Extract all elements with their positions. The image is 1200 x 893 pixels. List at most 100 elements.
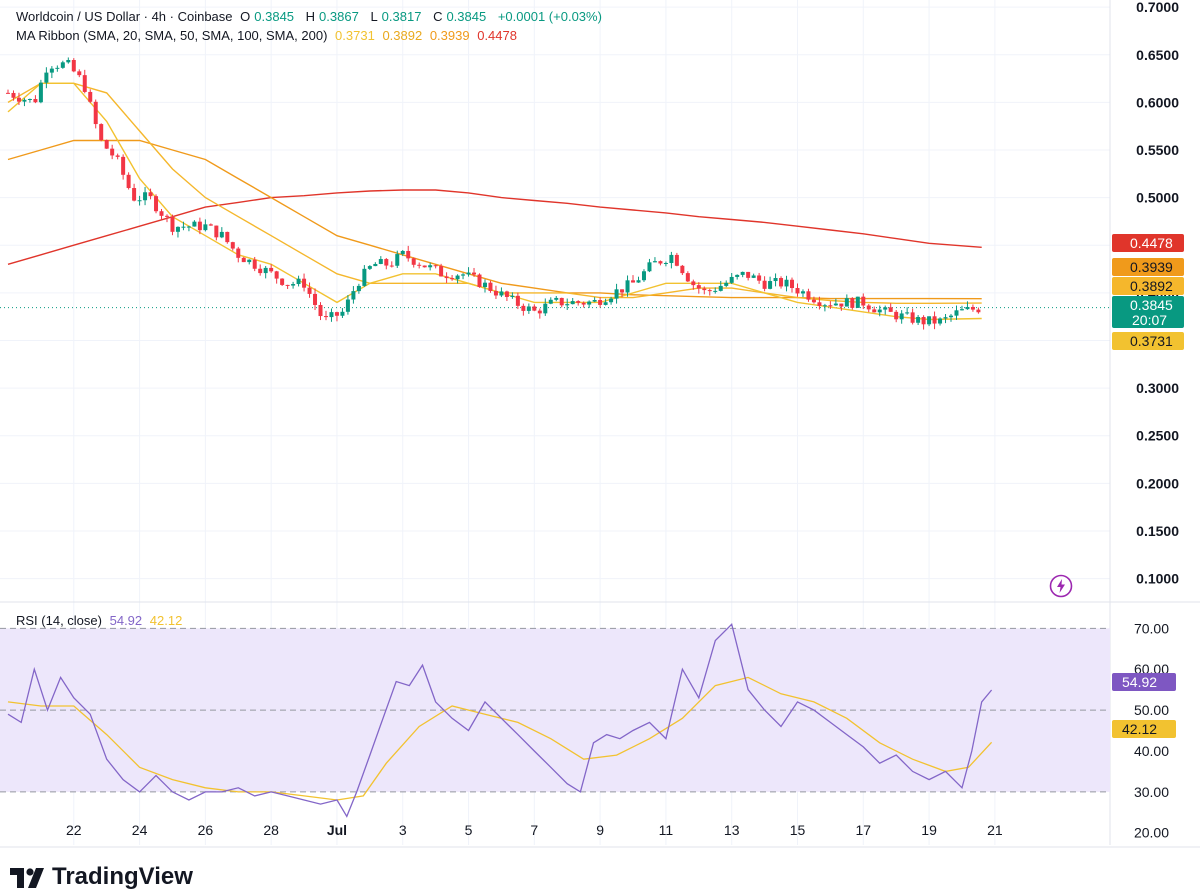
candle-body: [351, 291, 356, 300]
price-tick-label: 0.6500: [1136, 47, 1179, 63]
candle-body: [510, 295, 515, 297]
candle-body: [598, 300, 603, 305]
candle-body: [927, 316, 932, 325]
sma100-value: 0.3939: [429, 28, 470, 43]
candle-body: [504, 291, 509, 297]
price-badge: [1112, 332, 1184, 350]
time-tick-label: 28: [263, 822, 279, 838]
candle-body: [943, 317, 948, 319]
candle-body: [691, 281, 696, 286]
candle-body: [302, 278, 307, 288]
candle-body: [373, 263, 378, 267]
candle-body: [247, 259, 252, 263]
price-badge: [1112, 234, 1184, 252]
candle-body: [713, 290, 718, 292]
candle-body: [526, 306, 531, 311]
rsi-pane: [0, 627, 1110, 793]
candle-body: [104, 139, 109, 149]
candle-body: [422, 265, 427, 268]
tradingview-logo-icon: [10, 868, 44, 888]
candle-body: [735, 274, 740, 277]
candle-body: [768, 281, 773, 289]
price-badge-label: 0.3731: [1130, 333, 1173, 349]
candle-body: [970, 306, 975, 310]
candle-body: [537, 310, 542, 314]
rsi-line: [7, 623, 993, 818]
price-tick-label: 0.1500: [1136, 523, 1179, 539]
candle-body: [77, 71, 82, 76]
candle-body: [378, 259, 383, 264]
candlestick-series: [6, 57, 981, 330]
candle-body: [883, 307, 888, 310]
sma100-line: [7, 139, 982, 300]
candle-body: [16, 97, 21, 102]
candle-body: [143, 192, 148, 201]
candle-body: [164, 215, 169, 217]
candle-body: [175, 226, 180, 232]
candle-body: [477, 274, 482, 288]
time-tick-label: 13: [724, 822, 740, 838]
candle-body: [323, 316, 328, 318]
candle-body: [450, 278, 455, 280]
candle-body: [428, 265, 433, 268]
candle-body: [894, 311, 899, 320]
price-badge-label: 0.4478: [1130, 235, 1173, 251]
candle-body: [872, 309, 877, 313]
candle-body: [93, 101, 98, 125]
candle-body: [724, 282, 729, 286]
candle-body: [472, 272, 477, 275]
candle-body: [263, 267, 268, 274]
candle-body: [33, 98, 38, 103]
close-label: C 0.3845: [433, 9, 487, 24]
candle-body: [702, 288, 707, 291]
ma-legend[interactable]: MA Ribbon (SMA, 20, SMA, 50, SMA, 100, S…: [16, 28, 521, 43]
candle-body: [362, 268, 367, 286]
candle-body: [817, 302, 822, 306]
sma50-value: 0.3892: [382, 28, 423, 43]
candle-body: [587, 301, 592, 305]
time-tick-label: 11: [659, 822, 674, 838]
candle-body: [38, 82, 43, 103]
candle-body: [844, 298, 849, 307]
candle-body: [905, 312, 910, 314]
time-tick-label: 15: [790, 822, 806, 838]
rsi-tick-label: 30.00: [1134, 784, 1169, 800]
candle-body: [762, 280, 767, 289]
candle-body: [192, 221, 197, 227]
candle-body: [27, 98, 32, 100]
candle-body: [636, 280, 641, 283]
candle-body: [751, 275, 756, 278]
rsi-legend[interactable]: RSI (14, close) 54.92 42.12: [16, 613, 186, 628]
candle-body: [877, 309, 882, 313]
candle-body: [855, 296, 860, 308]
candle-body: [663, 263, 668, 265]
candle-body: [241, 257, 246, 263]
price-badge: [1112, 258, 1184, 276]
candle-body: [833, 303, 838, 306]
candle-body: [384, 259, 389, 266]
lightning-icon[interactable]: [1049, 574, 1073, 598]
time-tick-label: 26: [198, 822, 214, 838]
rsi-tick-label: 40.00: [1134, 743, 1169, 759]
candle-body: [389, 265, 394, 267]
candle-body: [674, 254, 679, 266]
candle-body: [740, 271, 745, 275]
price-tick-label: 0.2000: [1136, 475, 1179, 491]
candle-body: [296, 278, 301, 285]
candle-body: [620, 289, 625, 293]
candle-body: [949, 315, 954, 318]
open-value: 0.3845: [254, 9, 295, 24]
candle-body: [482, 282, 487, 288]
candle-body: [647, 262, 652, 272]
candle-body: [822, 305, 827, 307]
candle-body: [313, 293, 318, 305]
time-tick-label: 5: [465, 822, 473, 838]
price-tick-label: 0.5500: [1136, 142, 1179, 158]
candle-body: [230, 242, 235, 249]
candle-body: [707, 290, 712, 292]
high-value: 0.3867: [319, 9, 359, 24]
candle-body: [44, 72, 49, 83]
candle-body: [466, 272, 471, 275]
